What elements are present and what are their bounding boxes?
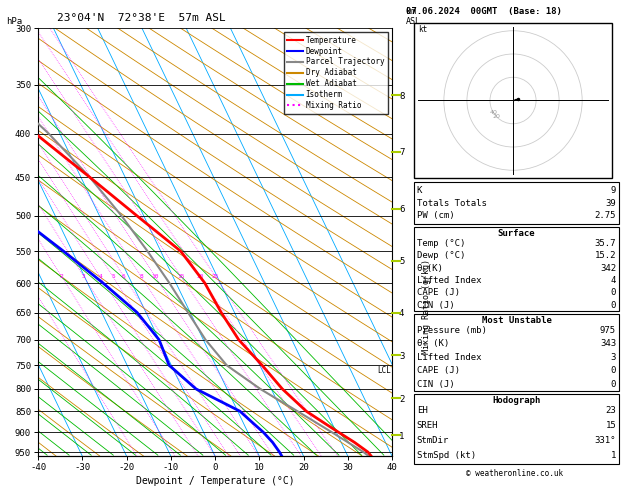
Text: 20: 20 bbox=[493, 114, 501, 119]
Text: hPa: hPa bbox=[6, 17, 22, 26]
Text: 15: 15 bbox=[177, 275, 185, 279]
Text: 2.75: 2.75 bbox=[594, 211, 616, 220]
Text: StmDir: StmDir bbox=[417, 436, 449, 445]
Text: 23: 23 bbox=[605, 406, 616, 415]
Text: 25: 25 bbox=[212, 275, 220, 279]
Bar bbox=[414, 23, 612, 178]
Text: Lifted Index: Lifted Index bbox=[417, 353, 481, 362]
Text: Mixing Ratio (g/kg): Mixing Ratio (g/kg) bbox=[422, 259, 431, 354]
Text: 331°: 331° bbox=[594, 436, 616, 445]
Text: CIN (J): CIN (J) bbox=[417, 380, 455, 389]
Text: θₑ (K): θₑ (K) bbox=[417, 339, 449, 348]
Text: CAPE (J): CAPE (J) bbox=[417, 366, 460, 375]
Text: Hodograph: Hodograph bbox=[493, 396, 541, 405]
Text: 1: 1 bbox=[611, 451, 616, 460]
Text: 5: 5 bbox=[111, 275, 115, 279]
Text: © weatheronline.co.uk: © weatheronline.co.uk bbox=[467, 469, 564, 478]
Text: Totals Totals: Totals Totals bbox=[417, 199, 487, 208]
Text: 343: 343 bbox=[600, 339, 616, 348]
Text: 15.2: 15.2 bbox=[594, 251, 616, 260]
Text: CIN (J): CIN (J) bbox=[417, 301, 455, 310]
Text: 10: 10 bbox=[152, 275, 159, 279]
Text: 6: 6 bbox=[122, 275, 126, 279]
Text: 2: 2 bbox=[60, 275, 64, 279]
Text: 3: 3 bbox=[611, 353, 616, 362]
Text: 3: 3 bbox=[82, 275, 86, 279]
Text: CAPE (J): CAPE (J) bbox=[417, 288, 460, 297]
Text: 0: 0 bbox=[611, 380, 616, 389]
Text: LCL: LCL bbox=[377, 365, 391, 375]
Text: SREH: SREH bbox=[417, 421, 438, 430]
Text: PW (cm): PW (cm) bbox=[417, 211, 455, 220]
Bar bbox=[414, 314, 619, 391]
Text: 0: 0 bbox=[611, 366, 616, 375]
Text: θₑ(K): θₑ(K) bbox=[417, 264, 443, 273]
Text: 40: 40 bbox=[489, 109, 497, 115]
Text: StmSpd (kt): StmSpd (kt) bbox=[417, 451, 476, 460]
Bar bbox=[414, 394, 619, 464]
Text: 35.7: 35.7 bbox=[594, 239, 616, 248]
Text: Lifted Index: Lifted Index bbox=[417, 276, 481, 285]
Bar bbox=[414, 182, 619, 224]
Text: Surface: Surface bbox=[498, 229, 535, 238]
Text: K: K bbox=[417, 186, 422, 195]
Text: 9: 9 bbox=[611, 186, 616, 195]
Text: 15: 15 bbox=[605, 421, 616, 430]
Text: 20: 20 bbox=[197, 275, 204, 279]
Text: 0: 0 bbox=[611, 301, 616, 310]
Text: 975: 975 bbox=[600, 326, 616, 335]
Text: kt: kt bbox=[418, 25, 427, 34]
Bar bbox=[414, 227, 619, 311]
Text: 8: 8 bbox=[140, 275, 143, 279]
Text: Pressure (mb): Pressure (mb) bbox=[417, 326, 487, 335]
Text: EH: EH bbox=[417, 406, 428, 415]
Text: 4: 4 bbox=[611, 276, 616, 285]
Text: 4: 4 bbox=[98, 275, 102, 279]
Text: 342: 342 bbox=[600, 264, 616, 273]
X-axis label: Dewpoint / Temperature (°C): Dewpoint / Temperature (°C) bbox=[136, 476, 294, 486]
Text: km
ASL: km ASL bbox=[406, 7, 421, 26]
Text: 0: 0 bbox=[611, 288, 616, 297]
Text: 07.06.2024  00GMT  (Base: 18): 07.06.2024 00GMT (Base: 18) bbox=[406, 7, 562, 16]
Text: 23°04'N  72°38'E  57m ASL: 23°04'N 72°38'E 57m ASL bbox=[57, 13, 226, 23]
Text: Temp (°C): Temp (°C) bbox=[417, 239, 465, 248]
Text: Most Unstable: Most Unstable bbox=[482, 316, 552, 325]
Legend: Temperature, Dewpoint, Parcel Trajectory, Dry Adiabat, Wet Adiabat, Isotherm, Mi: Temperature, Dewpoint, Parcel Trajectory… bbox=[284, 32, 388, 114]
Text: Dewp (°C): Dewp (°C) bbox=[417, 251, 465, 260]
Text: 39: 39 bbox=[605, 199, 616, 208]
